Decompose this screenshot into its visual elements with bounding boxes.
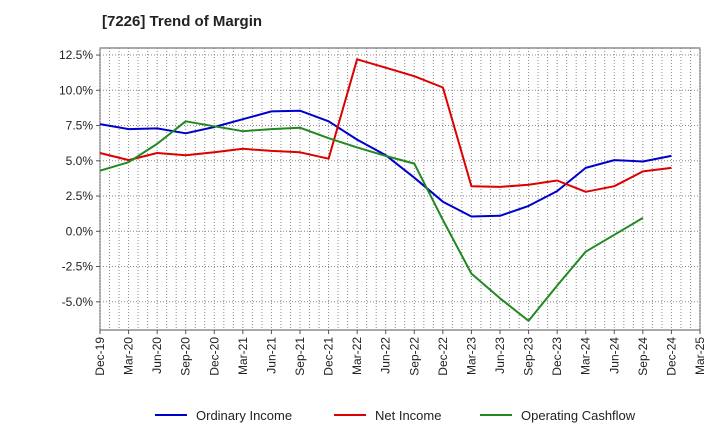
x-tick-label: Jun-24 (607, 337, 621, 374)
legend-item-operating-cashflow: Operating Cashflow (480, 404, 635, 426)
legend-swatch-operating-cashflow (480, 414, 512, 416)
x-tick-label: Sep-22 (407, 337, 421, 376)
x-tick-label: Mar-23 (464, 337, 478, 375)
x-tick-label: Dec-21 (322, 337, 336, 376)
y-tick-label: 5.0% (66, 154, 94, 168)
x-tick-label: Mar-24 (579, 337, 593, 375)
x-tick-label: Jun-21 (264, 337, 278, 374)
x-tick-label: Sep-23 (522, 337, 536, 376)
legend-label-ordinary-income: Ordinary Income (196, 407, 293, 423)
y-tick-label: -5.0% (62, 295, 94, 309)
x-tick-label: Jun-20 (150, 337, 164, 374)
y-tick-label: -2.5% (62, 260, 94, 274)
x-tick-label: Sep-21 (293, 337, 307, 376)
x-tick-label: Mar-20 (122, 337, 136, 375)
x-tick-label: Dec-19 (93, 337, 107, 376)
y-tick-label: 12.5% (59, 48, 93, 62)
x-tick-label: Dec-20 (207, 337, 221, 376)
x-tick-label: Sep-20 (179, 337, 193, 376)
legend: Ordinary Income Net Income Operating Cas… (0, 404, 720, 426)
operating-cashflow-line (99, 120, 644, 322)
x-tick-label: Sep-24 (636, 337, 650, 376)
x-tick-label: Mar-25 (693, 337, 707, 375)
x-tick-label: Mar-21 (236, 337, 250, 375)
y-tick-label: 10.0% (59, 83, 93, 97)
net-income-line (99, 58, 672, 193)
legend-item-ordinary-income: Ordinary Income (155, 404, 292, 426)
x-tick-label: Dec-24 (664, 337, 678, 376)
x-tick-label: Dec-22 (436, 337, 450, 376)
y-tick-label: 0.0% (66, 224, 94, 238)
legend-label-net-income: Net Income (375, 407, 442, 423)
x-tick-label: Mar-22 (350, 337, 364, 375)
legend-item-net-income: Net Income (334, 404, 441, 426)
legend-swatch-ordinary-income (155, 414, 187, 416)
x-tick-label: Jun-23 (493, 337, 507, 374)
legend-label-operating-cashflow: Operating Cashflow (521, 407, 636, 423)
legend-swatch-net-income (334, 414, 366, 416)
x-tick-label: Jun-22 (379, 337, 393, 374)
y-tick-label: 2.5% (66, 189, 94, 203)
x-tick-label: Dec-23 (550, 337, 564, 376)
chart-title: [7226] Trend of Margin (102, 13, 263, 30)
y-tick-label: 7.5% (66, 119, 94, 133)
